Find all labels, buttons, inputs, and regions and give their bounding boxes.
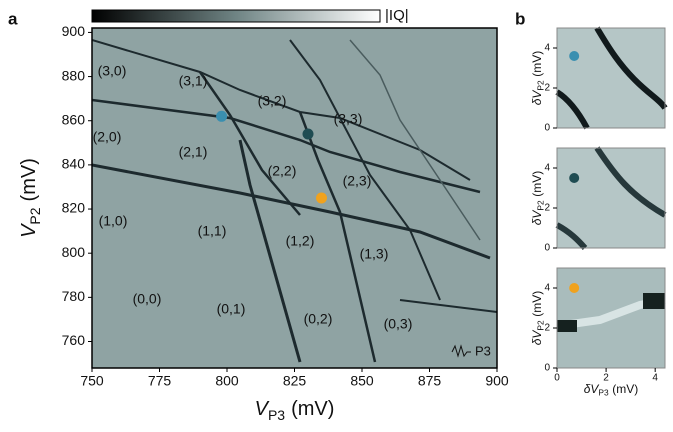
charge-state: (3,2): [258, 93, 287, 109]
y-tick-label: 0: [544, 363, 550, 374]
y-tick-label: 2: [544, 203, 550, 214]
data-point: [216, 110, 228, 122]
inset-backgrounds: [555, 26, 668, 368]
charge-state: (2,0): [93, 129, 122, 145]
label-symbol: V: [18, 223, 40, 238]
y-tick-label: 860: [62, 111, 86, 127]
y-tick-label: 0: [544, 243, 550, 254]
transition-lines: [92, 39, 497, 363]
charge-state: (1,0): [99, 213, 128, 229]
plot-frame: [556, 27, 666, 129]
x-tick-label: 900: [485, 373, 509, 389]
panel-label: a: [8, 9, 18, 28]
y-tick-label: 4: [544, 43, 550, 54]
label-symbol: δV: [584, 382, 600, 396]
label-unit: (mV): [530, 51, 544, 77]
label-symbol: δV: [530, 90, 544, 106]
charge-state: (2,2): [268, 163, 297, 179]
map-background: [92, 28, 497, 368]
label-subscript: P2: [536, 320, 546, 331]
gate-label: P3: [475, 343, 491, 358]
axis-label: δVP3 (mV): [584, 382, 639, 398]
x-tick-label: 0: [554, 373, 560, 384]
label-unit: (mV): [612, 382, 638, 396]
charge-state: (2,1): [179, 144, 208, 160]
label-unit: (mV): [291, 398, 334, 420]
charge-state: (1,3): [360, 246, 389, 262]
plot-frame: [556, 267, 666, 369]
panel-label: b: [515, 9, 525, 28]
charge-state: (1,1): [198, 223, 227, 239]
y-tick-label: 900: [62, 23, 86, 39]
y-tick-label: 2: [544, 323, 550, 334]
charge-state: (1,2): [286, 233, 315, 249]
x-tick-label: 2: [603, 373, 609, 384]
charge-state: (0,0): [133, 291, 162, 307]
y-tick-label: 2: [544, 83, 550, 94]
label-unit: (mV): [18, 158, 40, 201]
x-tick-label: 775: [148, 373, 172, 389]
axis-label: δVP2 (mV): [530, 171, 546, 226]
y-tick-label: 4: [544, 163, 550, 174]
charge-state: (3,0): [98, 63, 127, 79]
charge-state: (2,3): [343, 173, 372, 189]
colorbar: [91, 9, 381, 23]
y-tick-label: 840: [62, 156, 86, 172]
data-point: [316, 192, 327, 204]
y-tick-label: 780: [62, 288, 86, 304]
x-tick-label: 750: [80, 373, 104, 389]
y-tick-label: 0: [544, 123, 550, 134]
label-subscript: P2: [536, 80, 546, 91]
label-subscript: P2: [27, 207, 43, 224]
label-subscript: P2: [536, 200, 546, 211]
colorbar-label: |IQ|: [385, 7, 409, 24]
charge-state: (3,3): [334, 111, 363, 127]
y-tick-label: 800: [62, 244, 86, 260]
y-tick-label: 4: [544, 283, 550, 294]
label-subscript: P3: [268, 407, 285, 423]
y-tick-label: 760: [62, 332, 86, 348]
x-tick-label: 800: [215, 373, 239, 389]
x-tick-label: 4: [652, 373, 658, 384]
charge-state: (0,1): [217, 301, 246, 317]
charge-state: (0,2): [304, 311, 333, 327]
gate-icon: [451, 344, 471, 358]
data-point: [569, 173, 580, 183]
label-subscript: P3: [598, 388, 609, 398]
axis-label: VP3 (mV): [255, 398, 335, 422]
y-tick-label: 820: [62, 200, 86, 216]
plot-frame: [556, 147, 666, 249]
label-symbol: V: [255, 398, 270, 420]
charge-state: (0,3): [384, 316, 413, 332]
label-symbol: δV: [530, 330, 544, 346]
axis-label: δVP2 (mV): [530, 291, 546, 346]
axis-label: δVP2 (mV): [530, 51, 546, 106]
charge-state: (3,1): [179, 73, 208, 89]
label-symbol: δV: [530, 210, 544, 226]
y-tick-label: 880: [62, 67, 86, 83]
x-tick-label: 875: [418, 373, 442, 389]
label-unit: (mV): [530, 291, 544, 317]
data-point: [569, 51, 580, 61]
x-tick-label: 825: [283, 373, 307, 389]
data-point: [569, 283, 580, 293]
label-unit: (mV): [530, 171, 544, 197]
x-tick-label: 850: [350, 373, 374, 389]
axis-label: VP2 (mV): [18, 158, 42, 238]
data-point: [302, 128, 314, 140]
